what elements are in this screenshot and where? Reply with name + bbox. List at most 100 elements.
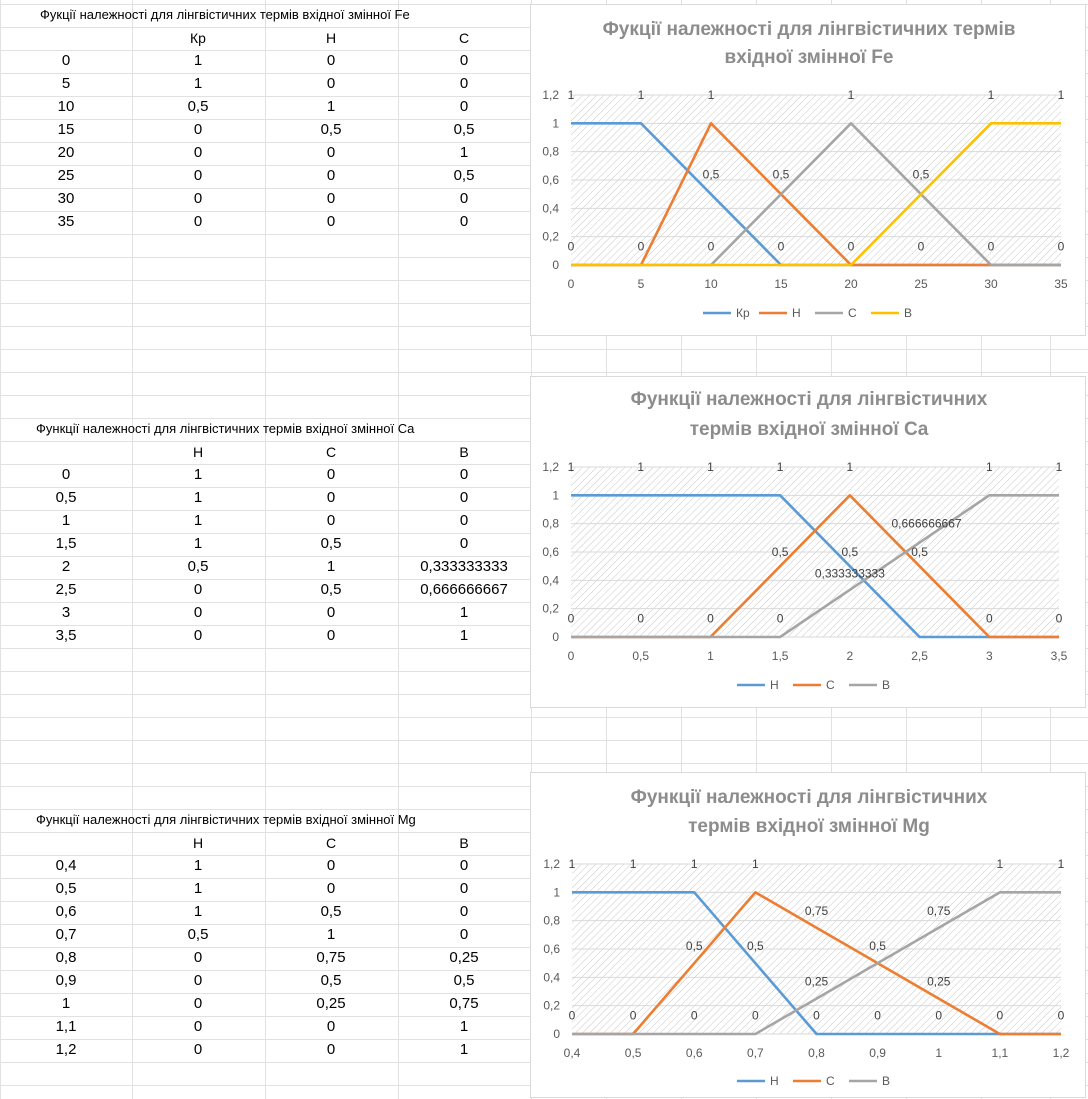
table-cell[interactable]: 1 [193,512,203,529]
table-cell[interactable]: 0 [193,1041,203,1058]
table-cell[interactable]: 0,75 [449,995,479,1012]
table-cell[interactable]: 0,5 [453,167,475,184]
series-line-В[interactable] [571,122,1061,267]
table-cell[interactable]: 1 [326,926,336,943]
table-cell[interactable]: 15 [57,121,75,138]
legend-label[interactable]: С [848,306,857,320]
table-cell[interactable]: 0 [61,52,71,69]
table-cell[interactable]: 3,5 [55,627,77,644]
table-cell[interactable]: 0,25 [449,949,479,966]
table-cell[interactable]: 0 [326,144,336,161]
table-cell[interactable]: 0 [459,52,469,69]
table-header-cell[interactable]: Н [192,444,204,460]
chart-ca[interactable]: Функції належності для лінгвістичних терм… [530,376,1086,708]
table-cell[interactable]: 25 [57,167,75,184]
series-line-С[interactable] [572,891,1061,1036]
table-cell[interactable]: 0,4 [55,857,77,874]
table-cell[interactable]: 0 [193,144,203,161]
table-cell[interactable]: 0,5 [320,581,342,598]
table-cell[interactable]: 0,25 [316,995,346,1012]
table-cell[interactable]: 0 [193,167,203,184]
legend-label[interactable]: В [882,1074,890,1088]
table-cell[interactable]: 0 [193,604,203,621]
table-cell[interactable]: 0 [459,98,469,115]
legend-label[interactable]: Н [770,1074,779,1088]
table-cell[interactable]: 1,5 [55,535,77,552]
table-cell[interactable]: 0,5 [320,903,342,920]
table-cell[interactable]: 1 [326,558,336,575]
table-cell[interactable]: 0,5 [187,558,209,575]
table-cell[interactable]: 0,6 [55,903,77,920]
table-cell[interactable]: 0 [193,995,203,1012]
table-cell[interactable]: 0 [459,489,469,506]
table-header-cell[interactable]: Н [325,30,337,46]
table-header-cell[interactable] [0,27,132,49]
table-cell[interactable]: 0 [459,880,469,897]
table-cell[interactable]: 0 [459,466,469,483]
table-cell[interactable]: 0,5 [187,98,209,115]
legend-label[interactable]: Н [792,306,801,320]
table-cell[interactable]: 3 [61,604,71,621]
table-cell[interactable]: 0 [61,466,71,483]
table-header-cell[interactable]: В [459,444,469,460]
table-cell[interactable]: 0 [459,926,469,943]
table-cell[interactable]: 0 [459,857,469,874]
table-cell[interactable]: 0,666666667 [420,581,508,598]
table-cell[interactable]: 1 [193,52,203,69]
table-cell[interactable]: 0 [326,1041,336,1058]
table-header-cell[interactable]: В [459,835,469,851]
table-cell[interactable]: 0 [193,121,203,138]
table-cell[interactable]: 1 [61,995,71,1012]
table-cell[interactable]: 35 [57,213,75,230]
table-cell[interactable]: 0,5 [320,972,342,989]
legend-label[interactable]: Кр [736,306,750,320]
table-cell[interactable]: 5 [61,75,71,92]
table-cell[interactable]: 0 [326,52,336,69]
table-header-cell[interactable]: Кр [190,30,206,46]
legend-label[interactable]: С [826,1074,835,1088]
table-cell[interactable]: 1 [193,466,203,483]
table-cell[interactable]: 1 [193,535,203,552]
legend-label[interactable]: В [904,306,912,320]
table-cell[interactable]: 1 [193,75,203,92]
table-cell[interactable]: 0 [326,75,336,92]
table-cell[interactable]: 0 [459,75,469,92]
table-cell[interactable]: 0 [326,604,336,621]
table-header-cell[interactable]: Н [192,835,204,851]
table-header-cell[interactable]: С [458,30,470,46]
table-cell[interactable]: 10 [57,98,75,115]
table-cell[interactable]: 0,5 [55,489,77,506]
table-cell[interactable]: 0,5 [55,880,77,897]
table-cell[interactable]: 0 [459,512,469,529]
table-cell[interactable]: 0,8 [55,949,77,966]
table-cell[interactable]: 0 [193,190,203,207]
table-cell[interactable]: 0 [326,857,336,874]
table-cell[interactable]: 0 [326,489,336,506]
table-cell[interactable]: 0,333333333 [420,558,508,575]
chart-fe[interactable]: Фукції належності для лінгвістичних терм… [530,4,1086,336]
table-header-cell[interactable]: С [325,444,337,460]
table-header-cell[interactable]: С [325,835,337,851]
table-cell[interactable]: 0,9 [55,972,77,989]
chart-mg[interactable]: Функції належності для лінгвістичних терм… [530,772,1086,1098]
table-cell[interactable]: 1 [193,880,203,897]
table-cell[interactable]: 1 [326,98,336,115]
table-cell[interactable]: 0 [459,190,469,207]
table-cell[interactable]: 0 [459,903,469,920]
table-cell[interactable]: 1 [61,512,71,529]
table-cell[interactable]: 1,2 [55,1041,77,1058]
legend-label[interactable]: В [882,678,890,692]
table-cell[interactable]: 0 [193,972,203,989]
table-cell[interactable]: 2,5 [55,581,77,598]
table-cell[interactable]: 0 [326,1018,336,1035]
table-cell[interactable]: 1 [459,144,469,161]
table-cell[interactable]: 0,75 [316,949,346,966]
table-cell[interactable]: 0,7 [55,926,77,943]
table-cell[interactable]: 0,5 [320,535,342,552]
table-cell[interactable]: 1 [193,903,203,920]
table-cell[interactable]: 20 [57,144,75,161]
table-cell[interactable]: 0,5 [187,926,209,943]
table-cell[interactable]: 30 [57,190,75,207]
series-line-В[interactable] [571,494,1059,639]
table-cell[interactable]: 0 [193,627,203,644]
